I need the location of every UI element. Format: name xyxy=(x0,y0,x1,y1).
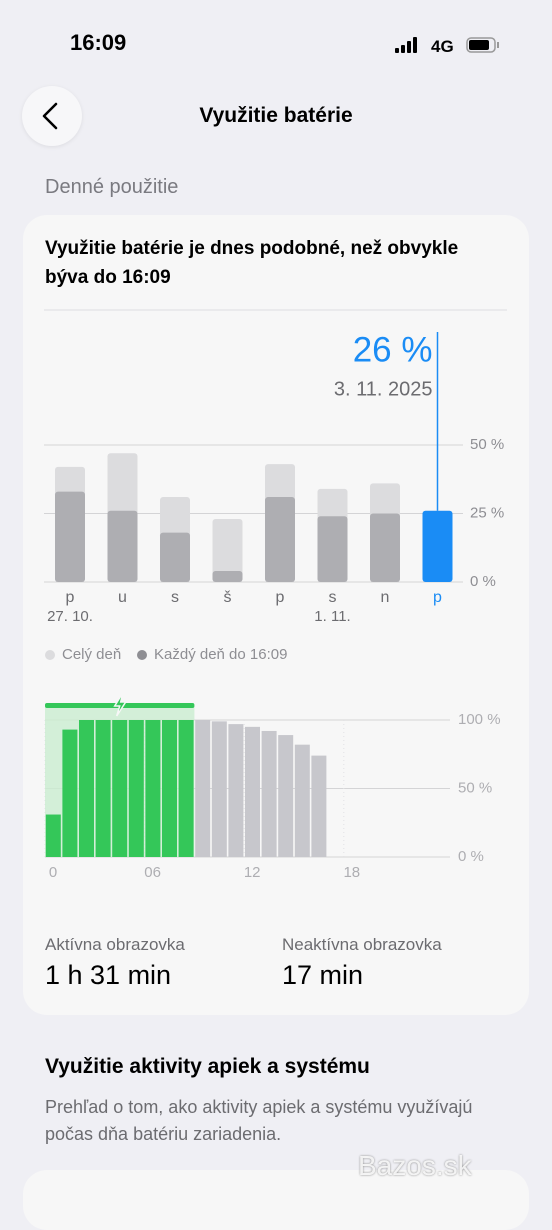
bar xyxy=(265,497,295,582)
x-tick-label: s xyxy=(329,589,337,606)
x-tick-label: n xyxy=(381,589,390,606)
watermark: Bazos.sk xyxy=(358,1150,472,1181)
y-tick-label: 0 % xyxy=(470,573,496,590)
selected-value: 26 % xyxy=(353,330,433,369)
back-icon xyxy=(42,102,58,130)
card-headline: Využitie batérie je dnes podobné, než ob… xyxy=(45,238,459,288)
stat-label: Neaktívna obrazovka xyxy=(282,935,442,954)
bar xyxy=(62,729,78,857)
bar xyxy=(45,814,61,857)
x-tick-label: 12 xyxy=(244,864,261,881)
bar xyxy=(278,735,294,857)
status-network: 4G xyxy=(431,37,454,56)
x-tick-label: p xyxy=(66,589,75,606)
bar xyxy=(195,720,211,857)
bar xyxy=(112,720,128,857)
activity-title: Využitie aktivity apiek a systému xyxy=(45,1055,370,1078)
bar xyxy=(228,724,244,857)
activity-description: Prehľad o tom, ako aktivity apiek a syst… xyxy=(45,1097,473,1144)
bar xyxy=(79,720,94,857)
bar xyxy=(212,518,243,582)
y-tick-label: 50 % xyxy=(458,779,492,796)
page-title: Využitie batérie xyxy=(199,104,353,127)
bar xyxy=(370,513,400,582)
back-button[interactable] xyxy=(22,86,82,146)
stat-value: 17 min xyxy=(282,960,364,990)
bar xyxy=(162,720,177,857)
weekly-chart: 0 % 25 % 50 % p 27. 10. u s š p s 1. 11. n p 26 % 3. 1… xyxy=(44,309,507,663)
x-tick-label: s xyxy=(171,589,179,606)
section-title: Denné použitie xyxy=(45,176,179,198)
bar xyxy=(95,720,111,857)
bar xyxy=(128,720,144,857)
bar xyxy=(55,491,85,582)
status-icons xyxy=(395,37,499,53)
bar xyxy=(245,726,260,857)
x-date-label: 1. 11. xyxy=(314,608,350,625)
bar xyxy=(311,755,327,857)
x-tick-label: 0 xyxy=(49,864,57,881)
bar xyxy=(160,532,190,582)
x-tick-label: 06 xyxy=(144,864,161,881)
y-tick-label: 50 % xyxy=(470,436,504,453)
hourly-chart: 0 % 50 % 100 % 0 06 12 18 xyxy=(44,692,501,881)
bar xyxy=(107,510,138,582)
bar xyxy=(422,510,453,582)
bar xyxy=(211,721,227,857)
legend-label: Každý deň do 16:09 xyxy=(154,646,287,663)
y-tick-label: 0 % xyxy=(458,848,484,865)
stat-value: 1 h 31 min xyxy=(45,960,172,990)
bar xyxy=(145,720,161,857)
legend-swatch xyxy=(45,650,55,660)
y-tick-label: 100 % xyxy=(458,711,501,728)
bar xyxy=(317,516,348,582)
bar xyxy=(261,730,277,857)
x-tick-label: p xyxy=(276,589,285,606)
y-tick-label: 25 % xyxy=(470,504,504,521)
bar xyxy=(178,720,194,857)
x-tick-label: 18 xyxy=(343,864,360,881)
x-date-label: 27. 10. xyxy=(47,608,93,625)
screen: 16:09 4G Využitie batérie Denné použitie… xyxy=(22,30,529,1181)
legend-label: Celý deň xyxy=(62,646,121,663)
charging-icon xyxy=(113,692,128,717)
stat-label: Aktívna obrazovka xyxy=(45,935,185,954)
bar xyxy=(212,571,243,582)
status-time: 16:09 xyxy=(70,30,127,55)
bar xyxy=(294,744,310,857)
card xyxy=(23,215,529,1015)
x-tick-label: p xyxy=(433,589,442,606)
x-tick-label: š xyxy=(224,589,232,606)
legend-swatch xyxy=(137,650,147,660)
x-tick-label: u xyxy=(118,589,127,606)
selected-date: 3. 11. 2025 xyxy=(334,378,433,400)
